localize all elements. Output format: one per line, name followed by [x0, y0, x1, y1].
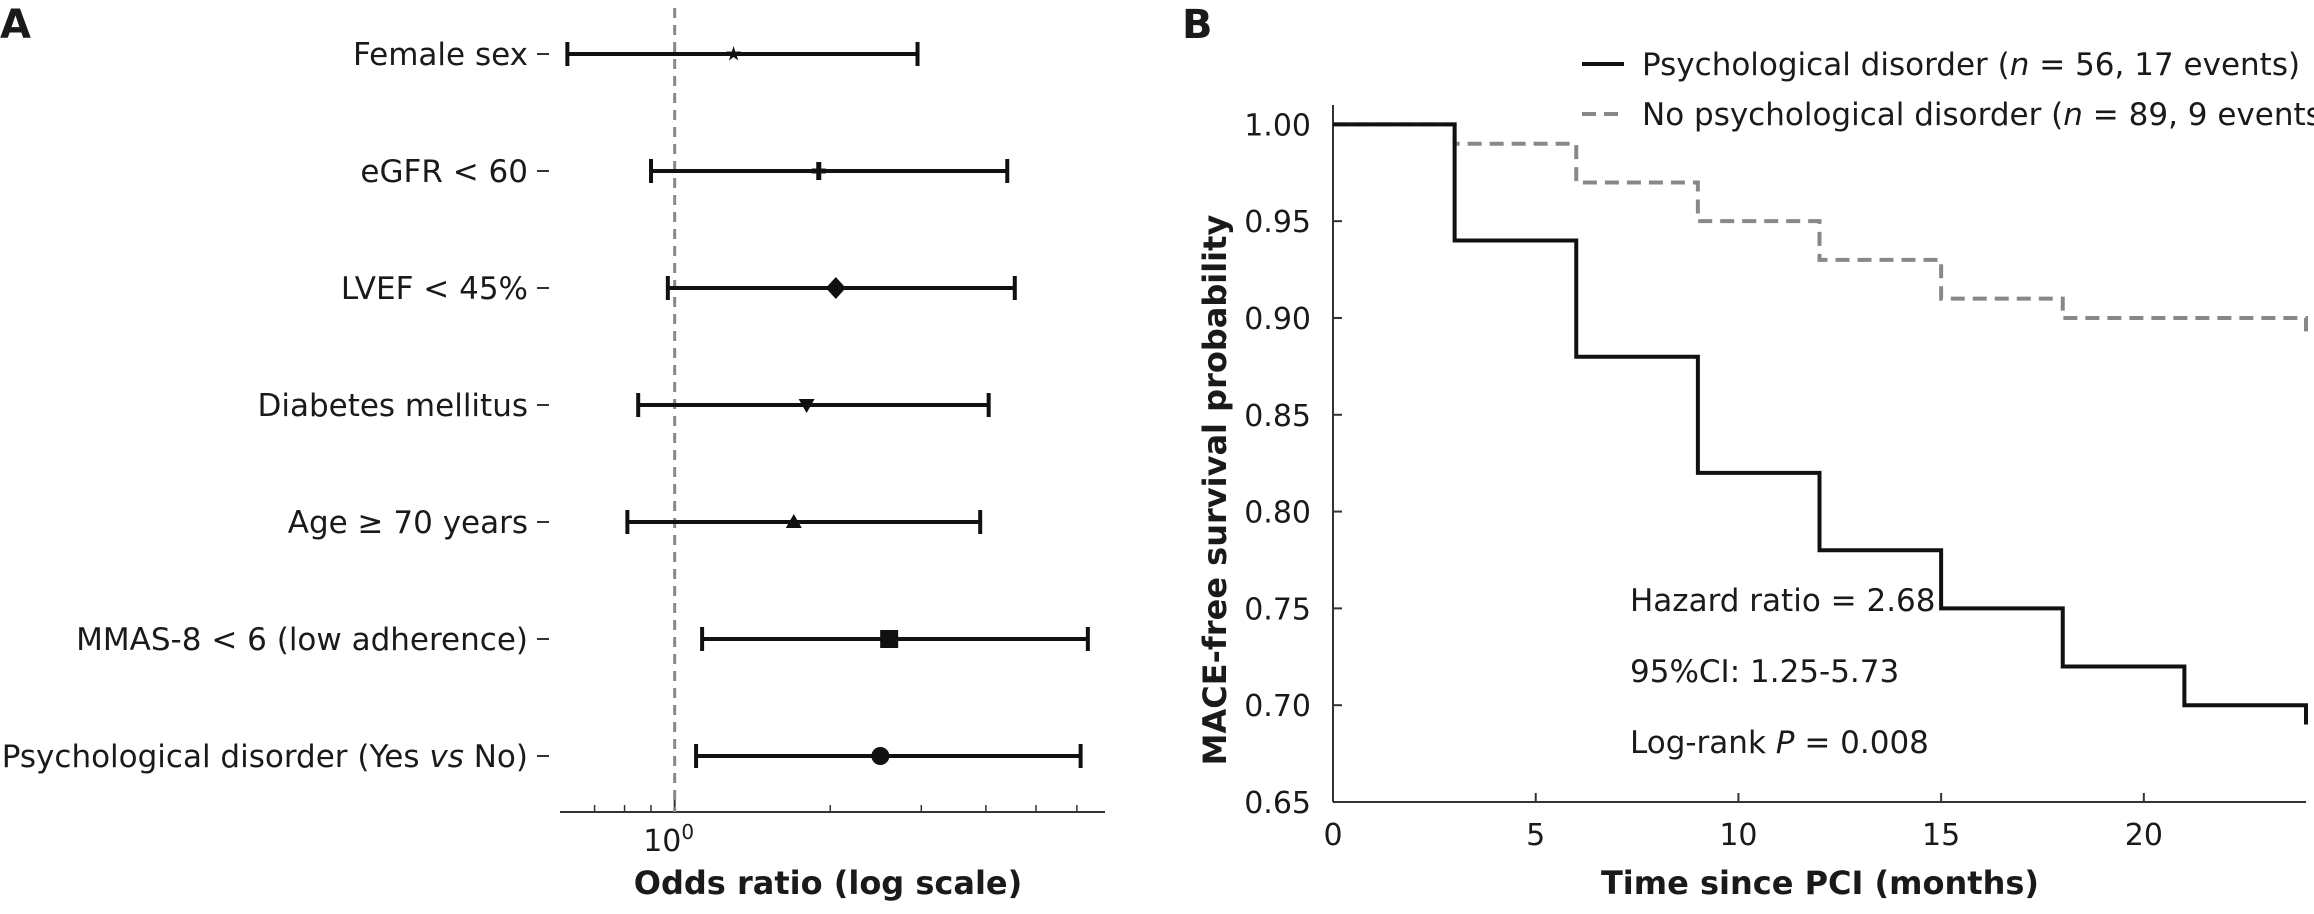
y-tick-label: 1.00: [1244, 108, 1311, 143]
statistics-annotation: Hazard ratio = 2.68 95%CI: 1.25-5.73 Log-r…: [1630, 583, 1936, 761]
row-label: LVEF < 45%: [341, 271, 528, 307]
forest-row: Psychological disorder (Yes vs No): [2, 739, 1083, 775]
point-estimate-marker: [726, 46, 742, 61]
forest-plot-axes: 100: [560, 8, 1105, 859]
forest-row: MMAS-8 < 6 (low adherence): [76, 622, 1090, 658]
row-label: eGFR < 60: [360, 154, 528, 190]
curve-no-psychological-disorder: [1333, 122, 2308, 338]
km-axes: 0.65 0.70 0.75 0.80 0.85 0.90 0.95 1.00 0 5 10 15 20: [1244, 105, 2306, 853]
forest-row: Female sex: [353, 37, 920, 73]
y-tick-label: 0.85: [1244, 399, 1311, 434]
x-axis-title: Time since PCI (months): [1601, 864, 2039, 902]
panel-letter-a: A: [0, 2, 31, 48]
y-tick-label: 0.75: [1244, 592, 1311, 627]
row-label: Psychological disorder (Yes vs No): [2, 739, 528, 775]
x-tick-label: 20: [2125, 818, 2163, 853]
row-label: MMAS-8 < 6 (low adherence): [76, 622, 528, 658]
curve-psychological-disorder: [1333, 122, 2308, 725]
kaplan-meier-panel: B 0.65 0.70 0.75 0.80 0.85 0.90 0.95 1.00 0 5 10 15…: [1182, 2, 2314, 902]
point-estimate-marker: [798, 399, 815, 413]
x-axis-title: Odds ratio (log scale): [634, 864, 1023, 902]
legend-label: Psychological disorder (n = 56, 17 event…: [1642, 47, 2300, 83]
forest-row: Age ≥ 70 years: [288, 505, 983, 541]
row-label: Diabetes mellitus: [257, 388, 528, 424]
log-rank-text: Log-rank P = 0.008: [1630, 725, 1929, 761]
x-tick-label: 0: [1323, 818, 1342, 853]
y-tick-label: 0.90: [1244, 302, 1311, 337]
legend: Psychological disorder (n = 56, 17 event…: [1582, 47, 2314, 133]
forest-row: eGFR < 60: [360, 154, 1010, 190]
y-tick-label: 0.65: [1244, 786, 1311, 821]
x-tick-label: 100: [643, 820, 694, 859]
x-tick-label: 15: [1922, 818, 1960, 853]
km-curves: [1333, 122, 2308, 725]
y-tick-label: 0.95: [1244, 205, 1311, 240]
x-tick-label: 5: [1526, 818, 1545, 853]
forest-plot-panel: A 100 Female sex eGFR < 60 LVEF < 45% Diabe…: [0, 2, 1105, 902]
legend-label: No psychological disorder (n = 89, 9 eve…: [1642, 97, 2314, 133]
point-estimate-marker: [811, 162, 826, 180]
x-tick-label: 10: [1719, 818, 1757, 853]
point-estimate-marker: [880, 630, 899, 648]
confidence-interval-text: 95%CI: 1.25-5.73: [1630, 654, 1899, 690]
point-estimate-marker: [871, 747, 890, 765]
forest-row: LVEF < 45%: [341, 271, 1017, 307]
row-label: Female sex: [353, 37, 528, 73]
y-axis-title: MACE-free survival probability: [1196, 215, 1234, 766]
hazard-ratio-text: Hazard ratio = 2.68: [1630, 583, 1936, 619]
panel-letter-b: B: [1182, 2, 1213, 48]
y-tick-label: 0.80: [1244, 496, 1311, 531]
forest-plot-rows: Female sex eGFR < 60 LVEF < 45% Diabetes me…: [2, 37, 1090, 775]
forest-row: Diabetes mellitus: [257, 388, 991, 424]
y-tick-label: 0.70: [1244, 689, 1311, 724]
row-label: Age ≥ 70 years: [288, 505, 528, 541]
point-estimate-marker: [825, 277, 846, 299]
point-estimate-marker: [785, 514, 802, 528]
